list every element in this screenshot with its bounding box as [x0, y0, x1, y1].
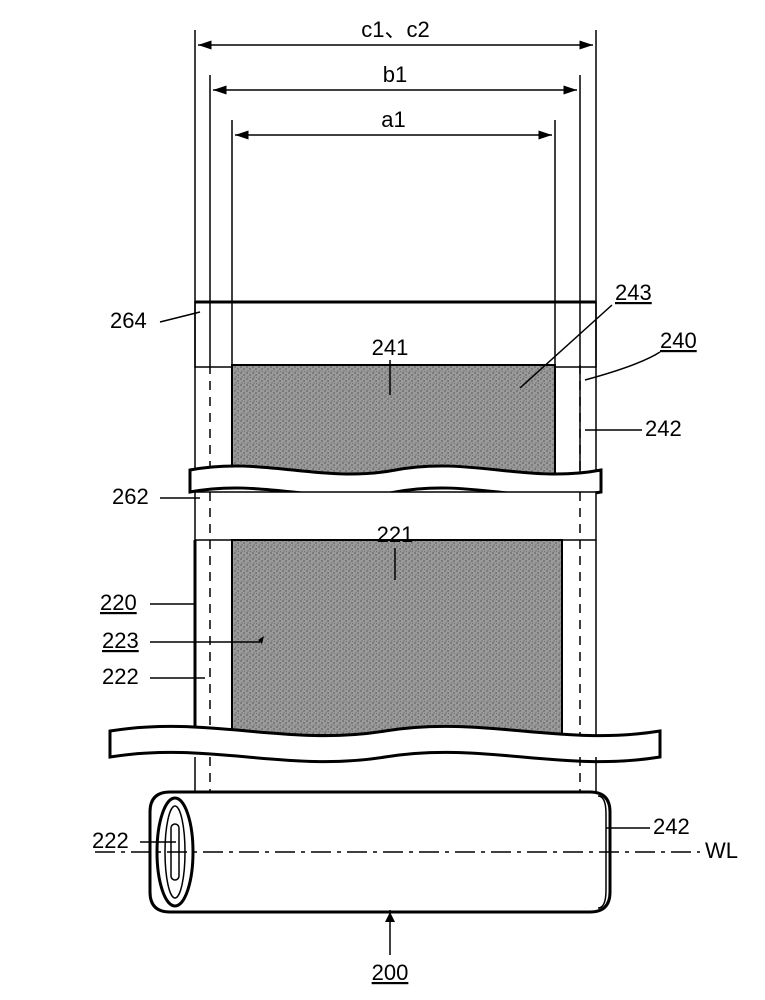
callout-WL: WL	[705, 838, 738, 863]
callout-222: 222	[102, 664, 139, 689]
callout-221: 221	[377, 522, 414, 547]
dim-label: c1、c2	[361, 17, 429, 42]
callout-241: 241	[372, 335, 409, 360]
callout-242: 242	[645, 416, 682, 441]
callout-240: 240	[660, 328, 697, 353]
callout-243: 243	[615, 280, 652, 305]
dim-label: a1	[381, 107, 405, 132]
callout-220: 220	[100, 590, 137, 615]
callout-222: 222	[92, 828, 129, 853]
callout-223: 223	[102, 628, 139, 653]
callout-200: 200	[372, 960, 409, 985]
dim-label: b1	[383, 62, 407, 87]
callout-242: 242	[653, 814, 690, 839]
callout-262: 262	[112, 484, 149, 509]
callout-264: 264	[110, 308, 147, 333]
